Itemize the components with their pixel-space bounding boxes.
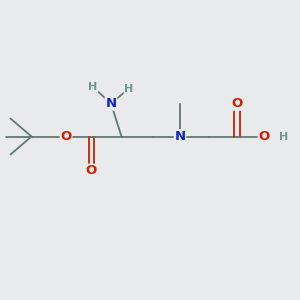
Text: O: O (258, 130, 270, 143)
Text: O: O (231, 97, 243, 110)
Text: O: O (86, 164, 97, 178)
Text: N: N (174, 130, 186, 143)
Text: H: H (88, 82, 98, 92)
Text: N: N (105, 97, 117, 110)
Text: H: H (279, 131, 288, 142)
Text: O: O (60, 130, 72, 143)
Text: H: H (124, 83, 134, 94)
